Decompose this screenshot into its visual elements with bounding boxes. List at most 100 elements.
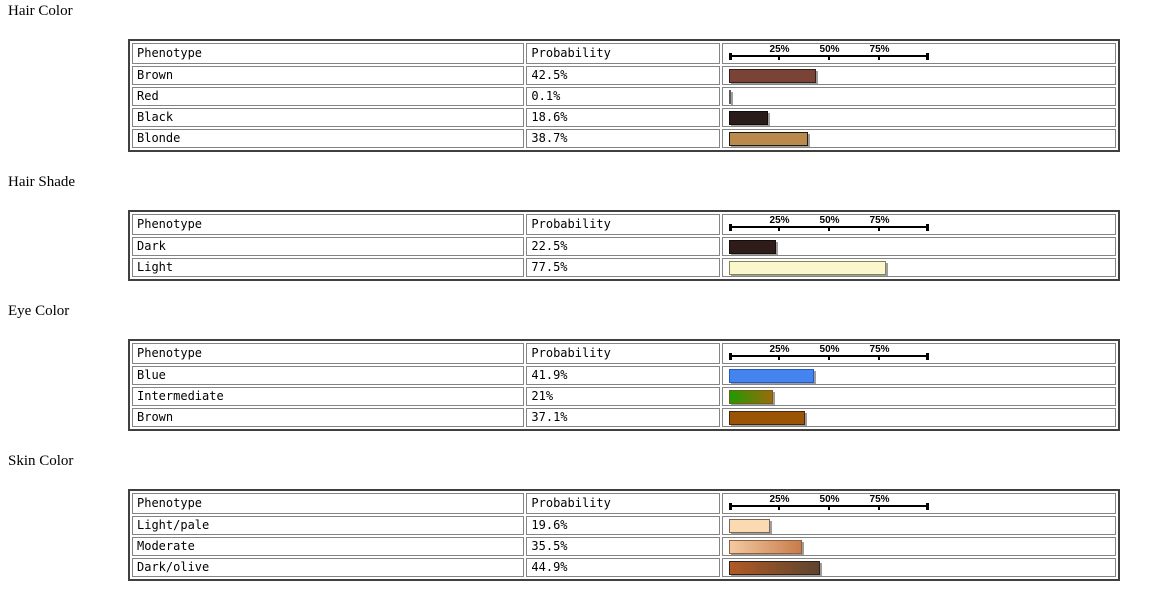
probability-bar [728, 260, 886, 275]
phenotype-section: Hair Shade Phenotype Probability 25% 50%… [8, 174, 1173, 281]
scale-tick-label-75: 75% [869, 215, 890, 226]
scale-tick-label-50: 50% [819, 215, 840, 226]
phenotype-column-header: Phenotype [132, 343, 525, 364]
scale-tick-label-25: 25% [769, 344, 790, 355]
scale-header-cell: 25% 50% 75% [721, 214, 1116, 235]
probability-bar [728, 389, 773, 404]
probability-cell: 19.6% [526, 516, 720, 535]
percent-scale-ruler: 25% 50% 75% [728, 215, 935, 233]
scale-tick-50 [827, 228, 830, 231]
phenotype-section: Skin Color Phenotype Probability 25% 50%… [8, 453, 1173, 581]
table-row: Intermediate 21% [132, 387, 1116, 406]
scale-tick-label-75: 75% [869, 494, 890, 505]
phenotype-cell: Brown [132, 66, 525, 85]
table-row: Brown 42.5% [132, 66, 1116, 85]
probability-cell: 42.5% [526, 66, 720, 85]
probability-bar [728, 239, 776, 254]
scale-tick-75 [877, 57, 880, 60]
phenotype-table: Phenotype Probability 25% 50% 75% [128, 210, 1120, 281]
probability-cell: 41.9% [526, 366, 720, 385]
phenotype-table: Phenotype Probability 25% 50% 75% [128, 489, 1120, 581]
table-row: Blue 41.9% [132, 366, 1116, 385]
probability-cell: 21% [526, 387, 720, 406]
scale-tick-label-50: 50% [819, 44, 840, 55]
section-title: Hair Color [8, 3, 73, 19]
scale-header-cell: 25% 50% 75% [721, 43, 1116, 64]
probability-cell: 22.5% [526, 237, 720, 256]
phenotype-table: Phenotype Probability 25% 50% 75% [128, 39, 1120, 152]
probability-bar [728, 539, 802, 554]
scale-tick-0 [728, 503, 732, 510]
scale-tick-0 [728, 353, 732, 360]
table-row: Blonde 38.7% [132, 129, 1116, 148]
scale-tick-label-75: 75% [869, 44, 890, 55]
table-row: Moderate 35.5% [132, 537, 1116, 556]
probability-bar [728, 410, 805, 425]
scale-tick-75 [877, 357, 880, 360]
scale-tick-50 [827, 357, 830, 360]
bar-cell [721, 108, 1116, 127]
scale-axis-line [728, 55, 929, 57]
phenotype-table: Phenotype Probability 25% 50% 75% [128, 339, 1120, 431]
phenotype-cell: Intermediate [132, 387, 525, 406]
scale-header-cell: 25% 50% 75% [721, 493, 1116, 514]
scale-tick-label-50: 50% [819, 494, 840, 505]
percent-scale-ruler: 25% 50% 75% [728, 44, 935, 62]
bar-cell [721, 408, 1116, 427]
bar-cell [721, 66, 1116, 85]
phenotype-cell: Blue [132, 366, 525, 385]
bar-cell [721, 129, 1116, 148]
table-row: Black 18.6% [132, 108, 1116, 127]
scale-tick-50 [827, 57, 830, 60]
phenotype-section: Eye Color Phenotype Probability 25% 50% … [8, 303, 1173, 431]
table-row: Red 0.1% [132, 87, 1116, 106]
scale-tick-label-50: 50% [819, 344, 840, 355]
phenotype-column-header: Phenotype [132, 43, 525, 64]
scale-tick-75 [877, 228, 880, 231]
probability-cell: 35.5% [526, 537, 720, 556]
scale-tick-100 [925, 503, 929, 510]
table-header-row: Phenotype Probability 25% 50% 75% [132, 493, 1116, 514]
scale-tick-0 [728, 224, 732, 231]
table-header-row: Phenotype Probability 25% 50% 75% [132, 43, 1116, 64]
table-header-row: Phenotype Probability 25% 50% 75% [132, 343, 1116, 364]
bar-cell [721, 366, 1116, 385]
table-row: Brown 37.1% [132, 408, 1116, 427]
scale-tick-50 [827, 507, 830, 510]
report-root: Hair Color Phenotype Probability 25% 50%… [8, 3, 1173, 581]
scale-tick-label-25: 25% [769, 494, 790, 505]
phenotype-cell: Brown [132, 408, 525, 427]
scale-tick-25 [777, 507, 780, 510]
phenotype-cell: Blonde [132, 129, 525, 148]
probability-column-header: Probability [526, 343, 720, 364]
phenotype-column-header: Phenotype [132, 493, 525, 514]
bar-cell [721, 516, 1116, 535]
table-row: Light 77.5% [132, 258, 1116, 277]
bar-cell [721, 87, 1116, 106]
scale-tick-label-75: 75% [869, 344, 890, 355]
probability-column-header: Probability [526, 214, 720, 235]
probability-bar [728, 110, 768, 125]
probability-cell: 77.5% [526, 258, 720, 277]
scale-tick-label-25: 25% [769, 215, 790, 226]
scale-axis-line [728, 226, 929, 228]
scale-tick-100 [925, 353, 929, 360]
scale-tick-25 [777, 57, 780, 60]
phenotype-cell: Dark [132, 237, 525, 256]
probability-cell: 0.1% [526, 87, 720, 106]
scale-tick-label-25: 25% [769, 44, 790, 55]
bar-cell [721, 537, 1116, 556]
probability-cell: 18.6% [526, 108, 720, 127]
probability-bar [728, 68, 816, 83]
bar-cell [721, 237, 1116, 256]
phenotype-section: Hair Color Phenotype Probability 25% 50%… [8, 3, 1173, 152]
percent-scale-ruler: 25% 50% 75% [728, 344, 935, 362]
probability-bar [728, 131, 808, 146]
probability-bar [728, 89, 731, 104]
table-row: Light/pale 19.6% [132, 516, 1116, 535]
probability-bar [728, 518, 770, 533]
section-title: Hair Shade [8, 174, 76, 190]
scale-tick-0 [728, 53, 732, 60]
probability-cell: 38.7% [526, 129, 720, 148]
